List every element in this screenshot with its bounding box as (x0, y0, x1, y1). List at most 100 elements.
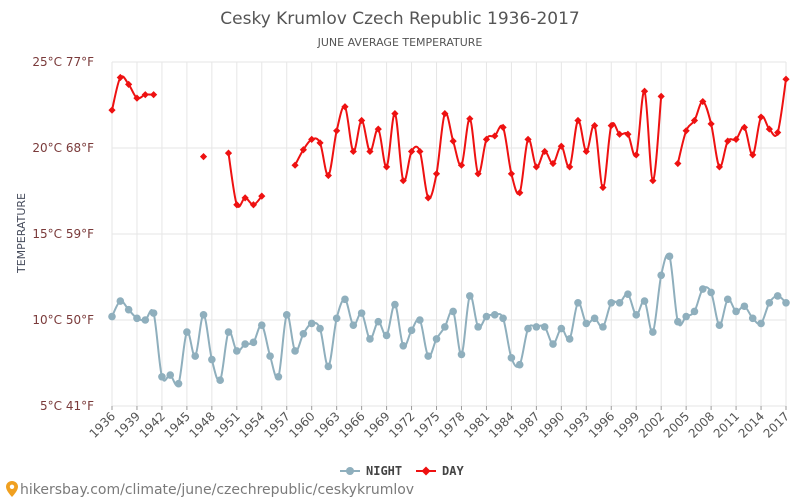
data-point-night[interactable] (208, 355, 216, 364)
data-point-day[interactable] (316, 139, 324, 147)
data-point-night[interactable] (499, 314, 507, 323)
data-point-day[interactable] (582, 147, 590, 156)
data-point-night[interactable] (782, 299, 790, 307)
data-point-day[interactable] (624, 130, 632, 138)
data-point-night[interactable] (466, 292, 474, 300)
data-point-night[interactable] (557, 324, 566, 333)
data-point-night[interactable] (249, 338, 258, 347)
data-point-night[interactable] (316, 324, 324, 333)
data-point-night[interactable] (690, 307, 699, 316)
data-point-day[interactable] (358, 116, 366, 125)
data-point-day[interactable] (732, 135, 740, 143)
data-point-night[interactable] (399, 342, 408, 350)
data-point-night[interactable] (449, 307, 457, 316)
data-point-night[interactable] (474, 323, 482, 331)
data-point-day[interactable] (674, 159, 682, 168)
data-point-day[interactable] (491, 132, 499, 140)
data-point-day[interactable] (591, 122, 599, 130)
data-point-night[interactable] (274, 372, 283, 381)
legend-item-night[interactable]: NIGHT (340, 464, 402, 478)
data-point-night[interactable] (490, 311, 499, 319)
data-point-night[interactable] (432, 335, 441, 343)
data-point-night[interactable] (457, 350, 466, 359)
data-point-night[interactable] (382, 331, 391, 340)
data-point-day[interactable] (366, 147, 374, 156)
data-point-day[interactable] (749, 151, 757, 159)
data-point-night[interactable] (590, 314, 599, 323)
data-point-night[interactable] (607, 299, 616, 307)
data-point-night[interactable] (748, 314, 757, 323)
data-point-night[interactable] (532, 323, 541, 331)
data-point-night[interactable] (574, 299, 582, 307)
data-point-night[interactable] (391, 300, 399, 309)
data-point-night[interactable] (233, 347, 241, 355)
source-credit-text[interactable]: hikersbay.com/climate/june/czechrepublic… (20, 482, 414, 498)
data-point-day[interactable] (291, 161, 299, 169)
data-point-night[interactable] (649, 328, 657, 336)
data-point-day[interactable] (241, 194, 249, 202)
data-point-night[interactable] (765, 299, 774, 307)
data-point-night[interactable] (307, 319, 316, 328)
data-point-night[interactable] (341, 295, 349, 304)
data-point-night[interactable] (482, 312, 491, 321)
data-point-day[interactable] (724, 137, 732, 145)
data-point-night[interactable] (216, 376, 224, 385)
data-point-day[interactable] (566, 163, 574, 171)
data-point-night[interactable] (133, 314, 141, 323)
data-point-day[interactable] (557, 142, 565, 150)
data-point-day[interactable] (150, 91, 158, 99)
data-point-day[interactable] (299, 146, 307, 154)
data-point-day[interactable] (133, 94, 141, 102)
data-point-night[interactable] (241, 340, 249, 348)
data-point-night[interactable] (615, 299, 624, 307)
data-point-night[interactable] (324, 362, 333, 371)
data-point-day[interactable] (640, 87, 649, 95)
data-point-night[interactable] (149, 309, 158, 317)
data-point-day[interactable] (607, 122, 615, 130)
data-point-day[interactable] (707, 120, 715, 128)
data-point-day[interactable] (757, 113, 765, 121)
data-point-day[interactable] (116, 73, 124, 82)
data-point-day[interactable] (224, 149, 233, 157)
data-point-night[interactable] (632, 311, 641, 319)
data-point-day[interactable] (657, 92, 665, 100)
data-point-day[interactable] (549, 159, 557, 168)
data-point-day[interactable] (649, 177, 657, 185)
data-point-day[interactable] (632, 151, 640, 159)
data-point-day[interactable] (199, 153, 208, 161)
data-point-night[interactable] (657, 271, 665, 280)
data-point-night[interactable] (332, 314, 341, 323)
data-point-day[interactable] (615, 130, 624, 138)
data-point-day[interactable] (524, 135, 532, 143)
data-point-day[interactable] (574, 116, 582, 125)
data-point-day[interactable] (308, 135, 316, 143)
data-point-night[interactable] (599, 323, 607, 331)
data-point-day[interactable] (249, 201, 258, 209)
data-point-night[interactable] (282, 311, 291, 319)
data-point-day[interactable] (682, 127, 690, 135)
data-point-night[interactable] (524, 324, 532, 333)
data-point-night[interactable] (116, 297, 125, 305)
data-point-day[interactable] (541, 147, 549, 156)
data-point-night[interactable] (698, 285, 707, 293)
data-point-night[interactable] (707, 288, 715, 297)
data-point-night[interactable] (424, 352, 432, 360)
data-point-day[interactable] (499, 123, 507, 131)
data-point-day[interactable] (507, 170, 516, 178)
data-point-night[interactable] (183, 328, 191, 336)
data-point-night[interactable] (124, 305, 133, 314)
data-point-night[interactable] (540, 323, 549, 331)
data-point-day[interactable] (765, 125, 773, 133)
data-point-night[interactable] (141, 316, 150, 324)
data-point-night[interactable] (757, 319, 765, 328)
data-point-day[interactable] (333, 127, 341, 135)
data-point-night[interactable] (740, 302, 749, 311)
data-point-day[interactable] (474, 170, 482, 178)
data-point-day[interactable] (125, 80, 133, 88)
data-point-night[interactable] (166, 371, 175, 379)
data-point-day[interactable] (482, 135, 491, 143)
data-point-day[interactable] (699, 97, 707, 106)
data-point-night[interactable] (732, 307, 740, 316)
data-point-day[interactable] (324, 171, 332, 180)
data-point-night[interactable] (723, 295, 732, 304)
